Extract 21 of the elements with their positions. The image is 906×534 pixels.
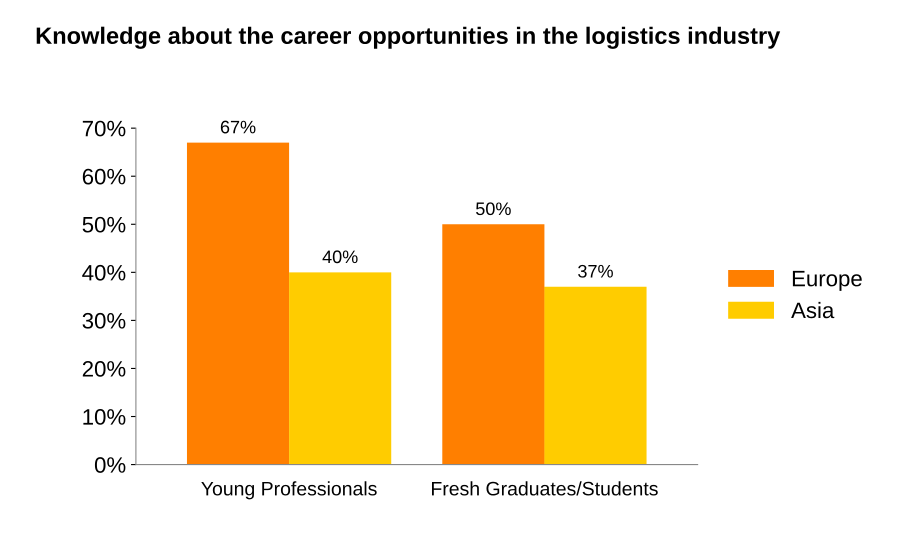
bar [289, 272, 392, 465]
chart-title: Knowledge about the career opportunities in the logistics industry [36, 26, 780, 49]
data-label: 37% [578, 264, 613, 278]
y-tick-label: 70% [82, 120, 126, 136]
y-tick-label: 60% [82, 168, 126, 184]
bar [186, 142, 290, 465]
y-tick-label: 10% [83, 409, 126, 425]
data-label: 50% [476, 202, 511, 216]
legend-label: Asia [791, 302, 834, 318]
bar [442, 224, 544, 465]
legend-label: Europe [792, 270, 862, 291]
x-tick-label: Young Professionals [201, 481, 377, 500]
y-tick-label: 0% [94, 457, 126, 473]
data-label: 40% [322, 250, 358, 264]
y-tick-label: 20% [82, 360, 126, 377]
x-tick-label: Fresh Graduates/Students [432, 481, 658, 496]
bar [544, 286, 647, 465]
y-tick-label: 40% [82, 264, 126, 281]
data-label: 67% [220, 120, 256, 134]
y-tick-label: 50% [82, 216, 126, 233]
y-tick-label: 30% [82, 312, 126, 329]
